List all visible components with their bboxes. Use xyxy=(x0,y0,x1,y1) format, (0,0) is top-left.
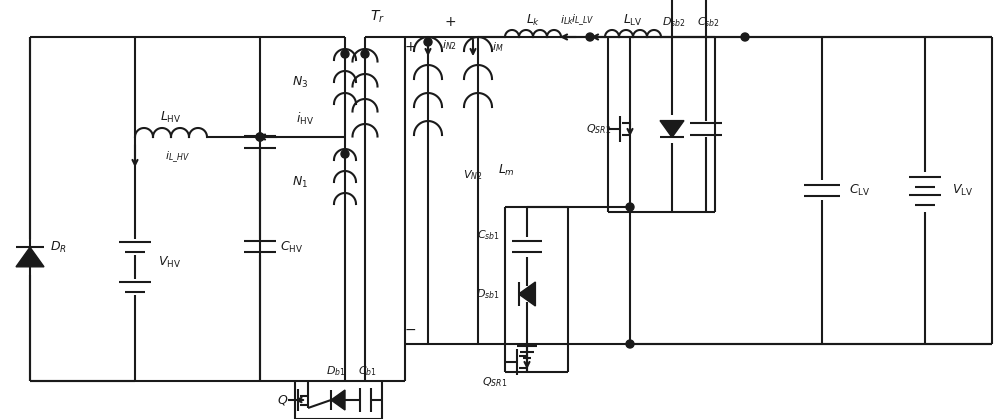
Text: $D_{sb1}$: $D_{sb1}$ xyxy=(476,287,500,301)
Circle shape xyxy=(626,203,634,211)
Text: $i_{\rm HV}$: $i_{\rm HV}$ xyxy=(296,111,314,127)
Text: $V_{N2}$: $V_{N2}$ xyxy=(463,168,483,182)
Circle shape xyxy=(741,33,749,41)
Text: $+$: $+$ xyxy=(404,40,416,54)
Text: $i_{Lk}$: $i_{Lk}$ xyxy=(560,13,574,27)
Text: $L_{\rm HV}$: $L_{\rm HV}$ xyxy=(160,109,182,124)
Text: $L_k$: $L_k$ xyxy=(526,13,540,28)
Text: $Q_{SR1}$: $Q_{SR1}$ xyxy=(482,375,507,389)
Text: $C_{sb1}$: $C_{sb1}$ xyxy=(477,228,500,242)
Text: $C_{\rm HV}$: $C_{\rm HV}$ xyxy=(280,239,304,255)
Circle shape xyxy=(341,50,349,58)
Text: $D_{b1}$: $D_{b1}$ xyxy=(326,364,346,378)
Circle shape xyxy=(256,133,264,141)
Text: $L_{\rm LV}$: $L_{\rm LV}$ xyxy=(623,13,643,28)
Text: $Q_{SR2}$: $Q_{SR2}$ xyxy=(586,122,611,136)
Text: $V_{\rm HV}$: $V_{\rm HV}$ xyxy=(158,254,182,269)
Text: $Q$: $Q$ xyxy=(277,393,289,407)
Polygon shape xyxy=(331,390,345,410)
Circle shape xyxy=(586,33,594,41)
Circle shape xyxy=(626,340,634,348)
Polygon shape xyxy=(660,121,684,137)
Circle shape xyxy=(361,50,369,58)
Text: $+$: $+$ xyxy=(444,15,456,29)
Text: $T_r$: $T_r$ xyxy=(370,9,384,25)
Polygon shape xyxy=(16,247,44,267)
Text: $C_{\rm LV}$: $C_{\rm LV}$ xyxy=(849,183,871,198)
Text: $-$: $-$ xyxy=(404,322,416,336)
Text: $i_{N2}$: $i_{N2}$ xyxy=(442,38,458,52)
Text: $i_{L\_LV}$: $i_{L\_LV}$ xyxy=(571,12,595,28)
Text: $N_1$: $N_1$ xyxy=(292,174,308,189)
Polygon shape xyxy=(519,282,535,306)
Text: $C_{sb2}$: $C_{sb2}$ xyxy=(697,15,719,29)
Text: $D_R$: $D_R$ xyxy=(50,239,66,255)
Text: $i_{L\_HV}$: $i_{L\_HV}$ xyxy=(165,149,189,165)
Text: $C_{b1}$: $C_{b1}$ xyxy=(358,364,376,378)
Text: $N_3$: $N_3$ xyxy=(292,75,308,90)
Text: $V_{\rm LV}$: $V_{\rm LV}$ xyxy=(952,183,974,198)
Text: $i_M$: $i_M$ xyxy=(492,40,504,54)
Text: $D_{sb2}$: $D_{sb2}$ xyxy=(662,15,686,29)
Circle shape xyxy=(256,133,264,141)
Circle shape xyxy=(341,150,349,158)
Text: $L_m$: $L_m$ xyxy=(498,163,514,178)
Circle shape xyxy=(424,38,432,46)
